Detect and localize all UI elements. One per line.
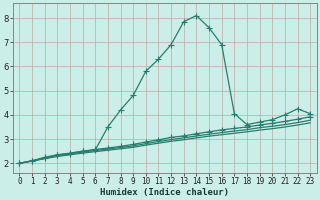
X-axis label: Humidex (Indice chaleur): Humidex (Indice chaleur) bbox=[100, 188, 229, 197]
